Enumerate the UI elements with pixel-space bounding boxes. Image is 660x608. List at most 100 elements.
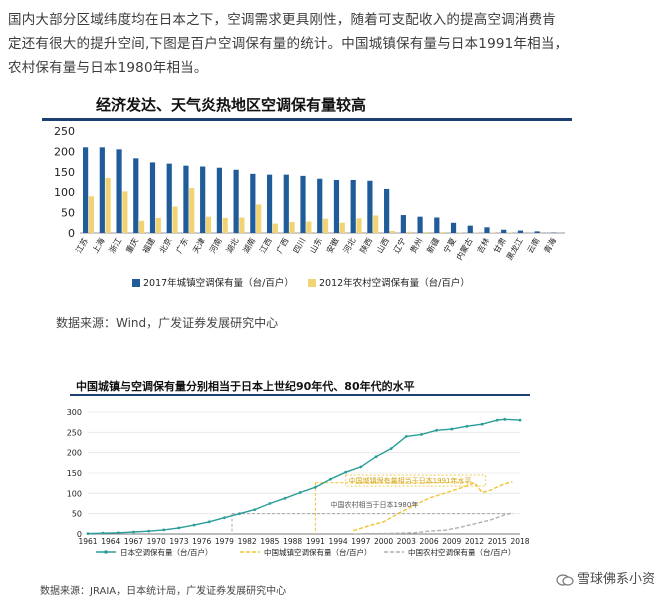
x-tick-label: 吉林	[475, 236, 492, 255]
point-japan	[420, 432, 423, 436]
point-japan	[192, 523, 196, 527]
figure-1-title-rule	[42, 118, 572, 121]
legend-label-urban: 2017年城镇空调保有量（台/百户）	[143, 277, 294, 289]
bar-rural-2012	[306, 221, 312, 233]
line-japan	[87, 418, 521, 535]
x-tick-label: 广东	[174, 236, 191, 255]
x-tick-label: 天津	[190, 236, 207, 255]
y-tick-label: 50	[61, 207, 75, 220]
y-tick-label: 100	[54, 186, 75, 199]
bar-urban-2017	[367, 180, 373, 233]
x-tick-label: 四川	[292, 237, 308, 255]
x-tick-label: 江苏	[73, 236, 90, 255]
bar-urban-2017	[233, 169, 239, 233]
bar-urban-2017	[133, 158, 139, 233]
point-japan	[389, 447, 393, 450]
point-japan	[268, 502, 272, 505]
point-japan	[101, 531, 105, 535]
x-tick-label: 1973	[169, 537, 188, 546]
x-tick-label: 贵州	[408, 236, 425, 255]
bar-rural-2012	[339, 222, 345, 233]
y-tick-label: 150	[67, 469, 82, 478]
legend-label-china-urban: 中国城镇空调保有量（台/百户）	[264, 547, 372, 557]
figure-2-title: 中国城镇与空调保有量分别相当于日本上世纪90年代、80年代的水平	[76, 380, 415, 393]
bar-rural-2012	[155, 217, 161, 233]
x-tick-label: 陕西	[358, 236, 375, 255]
bar-rural-2012	[356, 218, 362, 233]
legend-swatch-rural	[308, 279, 316, 287]
bar-urban-2017	[450, 222, 457, 233]
bar-urban-2017	[434, 217, 440, 233]
x-tick-label: 2009	[442, 537, 461, 546]
legend-swatch-urban	[132, 279, 140, 287]
annotation-box-urban	[345, 474, 487, 487]
x-tick-label: 1985	[260, 537, 279, 546]
x-tick-label: 内蒙古	[454, 236, 475, 262]
x-tick-label: 1967	[124, 537, 143, 546]
x-tick-label: 宁夏	[441, 236, 458, 255]
y-tick-label: 200	[67, 449, 82, 458]
bar-rural-2012	[88, 196, 94, 233]
bar-rural-2012	[272, 223, 278, 233]
bar-rural-2012	[172, 206, 178, 233]
point-japan	[480, 422, 484, 426]
bar-urban-2017	[216, 167, 222, 233]
figure-1: 经济发达、天气炎热地区空调保有量较高 0 50 100 150 200 250 江苏 上海 浙江…	[40, 86, 620, 336]
x-tick-label: 重庆	[123, 236, 140, 255]
x-tick-label: 青海	[542, 236, 559, 255]
point-japan	[404, 435, 408, 438]
x-tick-label: 1982	[238, 537, 257, 546]
point-japan	[177, 526, 181, 530]
bar-rural-2012	[406, 231, 412, 233]
point-japan	[329, 477, 332, 481]
legend-label-rural: 2012年农村空调保有量（台/百户）	[319, 277, 470, 289]
y-tick-label: 150	[54, 166, 75, 179]
bar-urban-2017	[183, 165, 189, 233]
legend-label-china-rural: 中国农村空调保有量（台/百户）	[408, 547, 516, 557]
bar-urban-2017	[300, 175, 306, 233]
x-tick-label: 上海	[90, 236, 107, 255]
point-japan	[283, 496, 287, 500]
x-tick-label: 山东	[307, 236, 324, 255]
watermark-text: 雪球佛系小资	[577, 572, 656, 587]
bar-chart: 0 50 100 150 200 250 江苏 上海 浙江 重庆 福建 北京 广东 天津 河南 湖北 湖南 江西广…	[54, 125, 565, 289]
x-tick-label: 1979	[215, 537, 234, 546]
x-tick-label: 1964	[101, 537, 120, 546]
point-japan	[518, 418, 522, 422]
bar-urban-2017	[534, 231, 540, 233]
line-chart: 0 50 100 150 200 250 300 1961 1964 1967 1970 1973 19…	[67, 408, 530, 557]
legend-marker-japan	[104, 550, 108, 554]
x-tick-label: 江西	[258, 237, 274, 255]
bar-urban-2017	[350, 179, 356, 233]
x-tick-label: 2006	[420, 537, 439, 546]
figure-2: 中国城镇与空调保有量分别相当于日本上世纪90年代、80年代的水平 0 50 100 1…	[40, 378, 540, 608]
point-japan	[207, 520, 211, 524]
point-japan	[344, 470, 348, 474]
point-japan	[495, 418, 499, 422]
bar-rural-2012	[440, 232, 446, 233]
point-japan	[86, 532, 90, 535]
point-japan	[503, 417, 507, 421]
x-tick-label: 北京	[157, 236, 174, 255]
figure-1-source: 数据来源：Wind，广发证券发展研究中心	[56, 316, 279, 330]
bar-rural-2012	[239, 217, 245, 233]
annotation-rural: 中国农村相当于日本1980年	[331, 500, 419, 509]
x-tick-label: 2003	[397, 537, 416, 546]
intro-paragraph: 国内大部分区域纬度均在日本之下，空调需求更具刚性，随着可支配收入的提高空调消费肯…	[8, 8, 648, 80]
bar-rural-2012	[256, 204, 262, 233]
bar-rural-2012	[205, 216, 212, 233]
bar-rural-2012	[189, 188, 195, 233]
y-tick-label: 0	[77, 530, 82, 539]
x-tick-label: 广西	[274, 236, 291, 255]
point-japan	[298, 491, 302, 494]
point-japan	[359, 465, 363, 469]
y-tick-label: 250	[67, 428, 82, 437]
watermark: 雪球佛系小资	[556, 568, 655, 587]
x-tick-label: 1997	[351, 537, 370, 546]
point-japan	[374, 455, 378, 459]
bar-urban-2017	[400, 215, 406, 233]
point-japan	[238, 512, 241, 516]
x-tick-label: 黑龙江	[504, 236, 525, 262]
x-tick-label: 2000	[374, 537, 393, 546]
x-tick-label: 福建	[140, 236, 157, 255]
